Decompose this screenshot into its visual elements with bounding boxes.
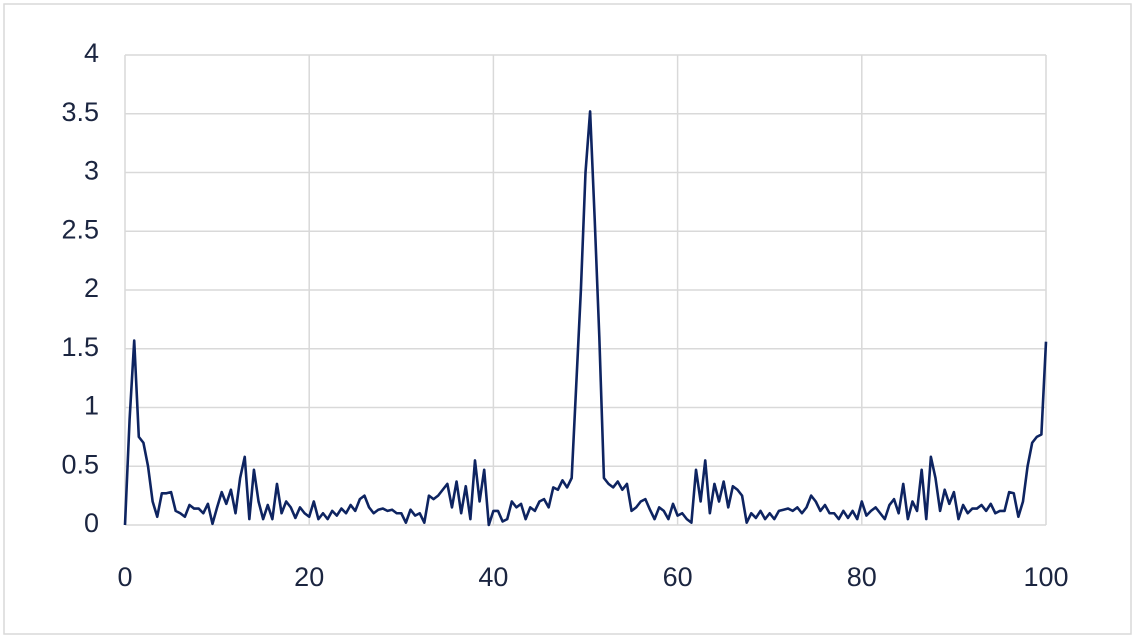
x-tick-label: 100 xyxy=(1023,562,1068,592)
data-line xyxy=(123,110,1048,527)
y-tick-label: 0 xyxy=(84,508,99,538)
y-tick-label: 3 xyxy=(84,156,99,186)
y-tick-label: 3.5 xyxy=(61,97,99,127)
x-tick-label: 0 xyxy=(117,562,132,592)
y-tick-label: 1 xyxy=(84,391,99,421)
y-tick-label: 4 xyxy=(84,38,99,68)
y-tick-label: 1.5 xyxy=(61,332,99,362)
x-tick-label: 80 xyxy=(847,562,877,592)
y-tick-label: 2.5 xyxy=(61,214,99,244)
x-tick-label: 40 xyxy=(478,562,508,592)
x-tick-label: 20 xyxy=(294,562,324,592)
y-tick-label: 2 xyxy=(84,273,99,303)
x-tick-label: 60 xyxy=(663,562,693,592)
y-tick-label: 0.5 xyxy=(61,449,99,479)
chart-border xyxy=(3,3,1132,635)
